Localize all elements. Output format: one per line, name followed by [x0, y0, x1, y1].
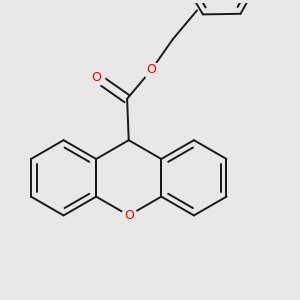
Text: O: O	[124, 209, 134, 222]
Text: O: O	[146, 64, 156, 76]
Text: O: O	[91, 71, 101, 84]
